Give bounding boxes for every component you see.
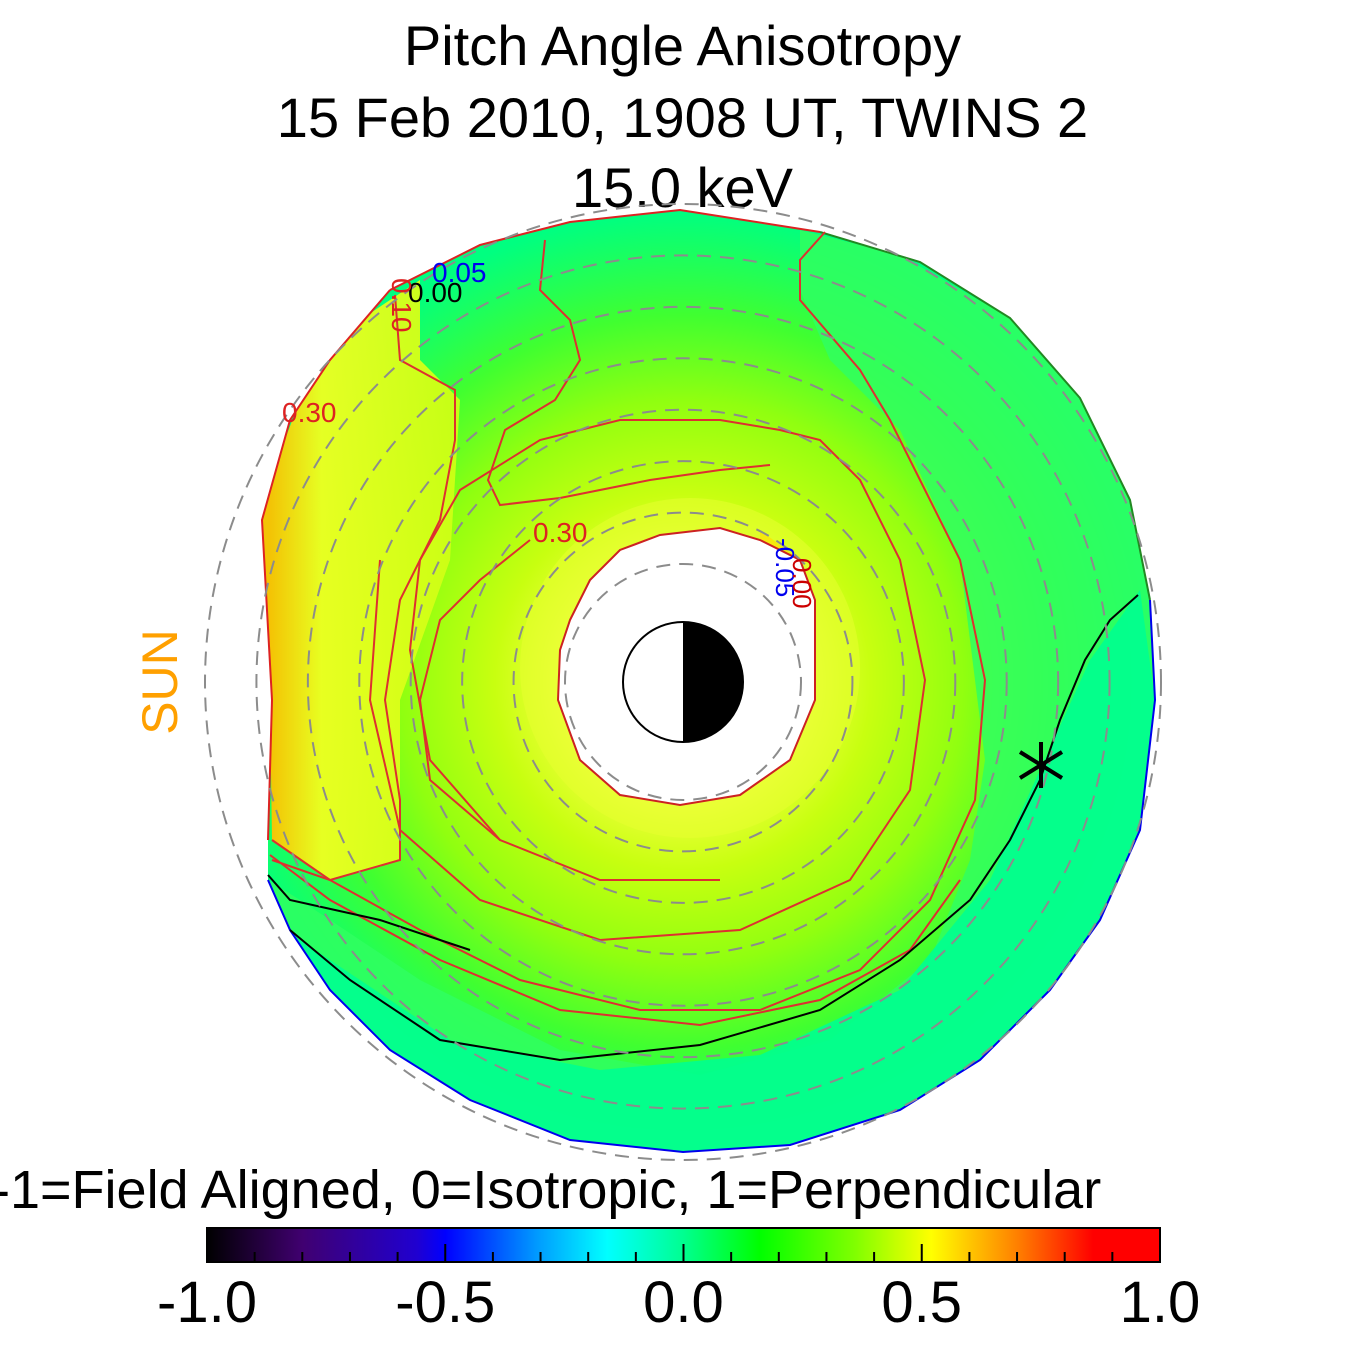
contour-label-7: 0.00 — [787, 558, 817, 609]
colorbar-tick-label: 0.5 — [881, 1270, 963, 1335]
colorbar-tick-label: 0.0 — [643, 1270, 724, 1335]
contour-label-6: -0.05 — [770, 538, 800, 597]
map-edge-noon — [389, 208, 821, 291]
contour-label-3: 0.10 — [386, 278, 417, 333]
colorbar-tick-label: -0.5 — [395, 1270, 496, 1335]
map-edge-dusk — [819, 231, 1151, 601]
contour-label-5: 0.30 — [533, 517, 588, 548]
colorbar-caption: -1=Field Aligned, 0=Isotropic, 1=Perpend… — [0, 1160, 1102, 1220]
map-edge-night — [267, 599, 1157, 1154]
distance-rings — [204, 203, 1162, 1161]
contour-zero — [289, 594, 1139, 1062]
distance-ring — [461, 460, 905, 904]
distance-ring — [358, 357, 1008, 1007]
contour-zero-edge — [267, 874, 471, 951]
distance-ring — [564, 563, 802, 801]
chart-title-line-1: Pitch Angle Anisotropy — [403, 14, 962, 77]
colorbar-tick-label: -1.0 — [157, 1270, 257, 1335]
contours-positive — [269, 231, 987, 1027]
contour-label-2: 0.00 — [408, 277, 463, 308]
distance-ring — [204, 203, 1162, 1161]
distance-ring — [409, 408, 957, 956]
distance-ring — [512, 511, 854, 853]
distance-ring — [306, 305, 1060, 1059]
satellite-position-marker — [1018, 742, 1064, 788]
contour-label-4: 0.30 — [282, 397, 337, 428]
earth-symbol — [622, 621, 744, 743]
distance-ring — [255, 254, 1111, 1110]
contour-label-1: 0.05 — [432, 257, 487, 288]
chart-title-line-2: 15 Feb 2010, 1908 UT, TWINS 2 — [276, 86, 1089, 149]
colorbar-tick-label: 1.0 — [1119, 1270, 1201, 1335]
colorbar-ticks — [206, 1244, 1161, 1262]
chart-title-line-3: 15.0 keV — [571, 156, 794, 219]
